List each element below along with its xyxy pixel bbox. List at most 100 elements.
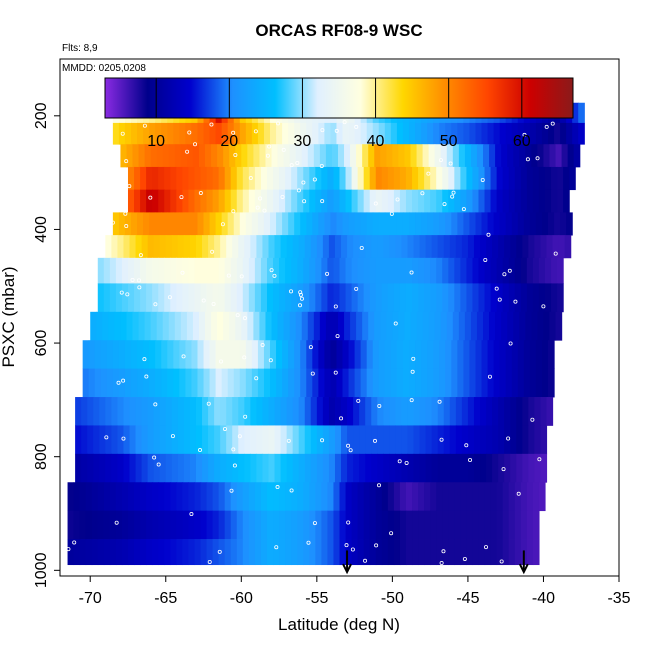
heatmap-cell — [526, 166, 534, 191]
heatmap-cell — [173, 122, 180, 145]
heatmap-cell — [285, 539, 292, 566]
heatmap-cell — [73, 482, 81, 512]
heatmap-cell — [333, 257, 341, 284]
heatmap-cell — [475, 212, 483, 236]
heatmap-cell — [478, 189, 486, 213]
heatmap-cell — [537, 144, 545, 168]
heatmap-cell — [291, 539, 298, 566]
heatmap-cell — [209, 368, 217, 398]
heatmap-cell — [183, 235, 191, 259]
heatmap-cell — [540, 397, 548, 426]
heatmap-cell — [520, 283, 528, 313]
heatmap-cell — [558, 235, 566, 259]
heatmap-cell — [274, 397, 282, 426]
heatmap-cell — [215, 340, 223, 370]
heatmap-cell — [191, 122, 199, 145]
track-marker — [468, 458, 473, 463]
heatmap-cell — [217, 311, 224, 341]
heatmap-cell — [279, 166, 286, 191]
heatmap-cell — [259, 311, 267, 341]
heatmap-cell — [427, 340, 434, 370]
heatmap-cell — [549, 144, 557, 168]
heatmap-cell — [177, 453, 185, 483]
heatmap-cell — [551, 166, 558, 191]
heatmap-cell — [365, 235, 372, 259]
heatmap-cell — [380, 311, 387, 341]
track-marker — [372, 438, 377, 443]
track-marker — [231, 130, 236, 135]
heatmap-cell — [393, 257, 401, 284]
heatmap-cell — [123, 425, 131, 455]
heatmap-cell — [407, 397, 415, 426]
heatmap-cell — [443, 425, 451, 455]
heatmap-cell — [528, 235, 535, 259]
heatmap-cell — [353, 235, 360, 259]
heatmap-cell — [514, 510, 522, 540]
heatmap-cell — [529, 122, 537, 145]
heatmap-cell — [390, 368, 398, 398]
heatmap-cell — [484, 189, 492, 213]
heatmap-cell — [251, 122, 259, 145]
heatmap-cell — [490, 482, 498, 512]
heatmap-cell — [483, 144, 490, 168]
heatmap-cell — [330, 368, 338, 398]
heatmap-cell — [146, 283, 153, 313]
heatmap-cell — [499, 340, 507, 370]
heatmap-cell — [334, 453, 342, 483]
track-marker — [320, 438, 325, 443]
heatmap-cell — [405, 510, 413, 540]
heatmap-cell — [115, 257, 123, 284]
heatmap-cell — [174, 311, 182, 341]
heatmap-cell — [254, 166, 262, 191]
heatmap-row-3 — [127, 166, 576, 191]
heatmap-cell — [484, 166, 492, 191]
heatmap-cell — [517, 340, 525, 370]
heatmap-cell — [161, 212, 168, 236]
heatmap-cell — [224, 166, 232, 191]
heatmap-cell — [499, 368, 507, 398]
heatmap-cell — [396, 340, 404, 370]
heatmap-cell — [250, 453, 258, 483]
heatmap-cell — [402, 212, 410, 236]
heatmap-cell — [194, 257, 202, 284]
heatmap-cell — [106, 340, 114, 370]
heatmap-cell — [212, 189, 220, 213]
heatmap-cell — [339, 510, 347, 540]
heatmap-cell — [375, 166, 383, 191]
heatmap-cell — [407, 425, 415, 455]
heatmap-cell — [348, 368, 356, 398]
heatmap-cell — [134, 510, 141, 540]
heatmap-cell — [466, 539, 474, 566]
heatmap-cell — [120, 144, 128, 168]
heatmap-cell — [106, 368, 114, 398]
track-marker — [499, 559, 504, 564]
heatmap-cell — [458, 311, 466, 341]
track-marker — [258, 196, 263, 201]
track-marker — [374, 543, 379, 548]
heatmap-cell — [473, 397, 481, 426]
heatmap-cell — [159, 397, 167, 426]
heatmap-cell — [383, 235, 390, 259]
heatmap-cell — [502, 482, 510, 512]
heatmap-cell — [118, 368, 126, 398]
heatmap-cell — [286, 235, 294, 259]
heatmap-cell — [466, 283, 474, 313]
heatmap-cell — [425, 235, 433, 259]
heatmap-cell — [182, 283, 190, 313]
track-marker — [189, 512, 194, 517]
track-marker — [265, 153, 270, 158]
heatmap-cell — [449, 453, 457, 483]
heatmap-cell — [167, 340, 174, 370]
colorbar-tick-label-0: 10 — [147, 133, 165, 150]
heatmap-cell — [390, 340, 398, 370]
heatmap-cell — [377, 425, 384, 455]
track-marker — [207, 559, 212, 564]
heatmap-cell — [242, 482, 250, 512]
heatmap-cell — [461, 397, 469, 426]
heatmap-cell — [327, 283, 335, 313]
heatmap-cell — [442, 257, 449, 284]
heatmap-cell — [188, 482, 196, 512]
heatmap-cell — [396, 212, 404, 236]
heatmap-cell — [260, 166, 268, 191]
heatmap-cell — [415, 122, 422, 145]
